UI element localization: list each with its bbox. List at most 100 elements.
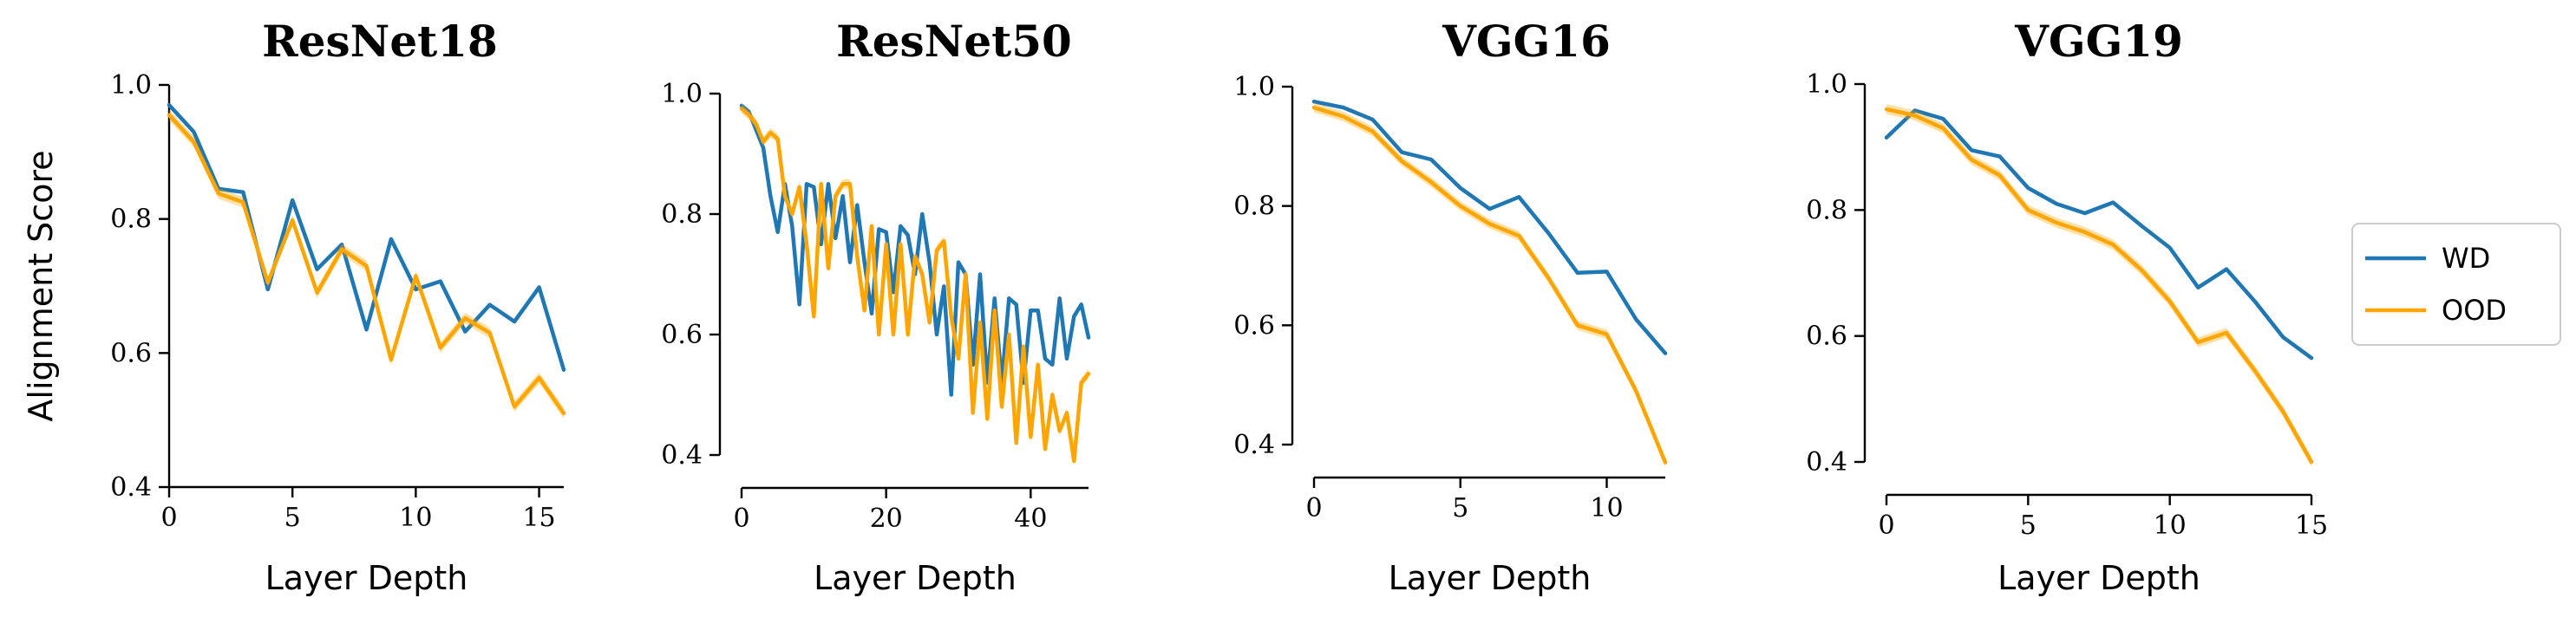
x-axis-label: Layer Depth — [814, 559, 1017, 597]
data-point — [1913, 114, 1917, 117]
data-point — [439, 346, 442, 349]
data-point — [855, 255, 859, 258]
series-line-ood — [1311, 105, 1668, 465]
data-point — [870, 224, 873, 228]
data-point — [899, 224, 902, 228]
series-line-wd — [1311, 99, 1668, 355]
data-point — [942, 239, 945, 243]
data-point — [1065, 357, 1069, 361]
data-point — [414, 288, 417, 291]
data-point — [978, 321, 982, 324]
data-point — [1371, 118, 1375, 121]
data-point — [1036, 363, 1040, 367]
data-point — [1022, 345, 1025, 348]
data-point — [935, 333, 938, 336]
data-point — [217, 192, 220, 195]
data-point — [241, 200, 245, 204]
data-point — [1576, 271, 1579, 275]
data-point — [820, 243, 823, 246]
data-point — [848, 182, 852, 185]
data-point — [971, 411, 975, 414]
data-point — [2225, 268, 2228, 271]
y-tick-label: 0.8 — [110, 205, 152, 235]
data-point — [1007, 333, 1010, 336]
chart-panel-resnet50: ResNet50 0.4 0.6 0.8 1.0 0 20 40 Layer Depth — [661, 16, 1091, 597]
series-wd — [1884, 108, 2314, 361]
data-point — [2026, 186, 2030, 190]
chart-title: ResNet50 — [836, 16, 1072, 67]
data-point — [192, 130, 195, 133]
data-point — [762, 140, 765, 144]
data-point — [863, 261, 866, 264]
data-point — [316, 291, 319, 295]
data-point — [2111, 201, 2115, 205]
data-point — [463, 330, 467, 334]
ood-band — [1886, 104, 2311, 467]
data-point — [812, 315, 815, 318]
data-point — [1087, 372, 1090, 375]
chart-title: ResNet18 — [262, 16, 498, 67]
data-point — [768, 131, 772, 134]
data-point — [950, 393, 953, 397]
data-point — [1029, 435, 1032, 439]
data-point — [2055, 202, 2058, 205]
data-point — [812, 185, 815, 189]
series-line-ood — [167, 113, 566, 416]
x-tick-label: 5 — [1452, 493, 1468, 523]
data-point — [798, 302, 801, 306]
data-point — [365, 328, 369, 331]
data-point — [906, 333, 910, 336]
data-point — [1885, 107, 1888, 111]
data-point — [776, 137, 780, 140]
data-point — [755, 122, 758, 126]
data-point — [538, 376, 541, 380]
data-point — [1400, 151, 1403, 154]
data-point — [747, 113, 750, 116]
series-line-ood — [1884, 107, 2314, 465]
data-point — [2168, 300, 2172, 303]
data-point — [885, 243, 888, 246]
data-point — [1429, 180, 1433, 184]
data-point — [906, 233, 910, 237]
data-point — [2111, 243, 2115, 246]
data-point — [913, 255, 917, 258]
data-point — [1072, 459, 1076, 463]
y-tick-label: 0.6 — [110, 338, 152, 368]
legend-label-ood: OOD — [2442, 294, 2507, 327]
x-tick-label: 10 — [399, 503, 432, 533]
data-point — [2140, 224, 2143, 228]
data-point — [1941, 127, 1945, 130]
x-tick-label: 5 — [284, 503, 301, 533]
data-point — [740, 107, 743, 110]
data-point — [928, 321, 932, 324]
data-point — [2196, 341, 2200, 344]
data-point — [2083, 211, 2087, 215]
data-point — [1605, 270, 1609, 273]
x-tick-label: 20 — [870, 504, 903, 534]
data-point — [768, 194, 772, 198]
data-point — [892, 290, 895, 294]
x-tick-label: 10 — [2154, 510, 2187, 541]
data-point — [1400, 159, 1403, 163]
x-tick-label: 0 — [733, 504, 749, 534]
data-point — [1459, 205, 1462, 208]
data-point — [2083, 231, 2087, 234]
series-line-wd — [1884, 108, 2314, 361]
data-point — [439, 280, 442, 283]
series-ood — [1311, 102, 1668, 468]
data-point — [957, 357, 960, 361]
x-tick-label: 5 — [2020, 510, 2037, 541]
data-point — [1488, 222, 1492, 225]
data-point — [1634, 389, 1638, 393]
data-point — [870, 312, 873, 315]
data-point — [1007, 296, 1010, 300]
data-point — [2281, 410, 2285, 413]
data-point — [892, 333, 895, 336]
y-tick-label: 0.8 — [661, 199, 703, 230]
legend: WD OOD — [2351, 223, 2561, 346]
data-point — [192, 140, 195, 144]
data-point — [790, 224, 794, 228]
series-wd — [1311, 99, 1668, 355]
series-wd — [739, 103, 1091, 397]
data-point — [488, 303, 492, 307]
